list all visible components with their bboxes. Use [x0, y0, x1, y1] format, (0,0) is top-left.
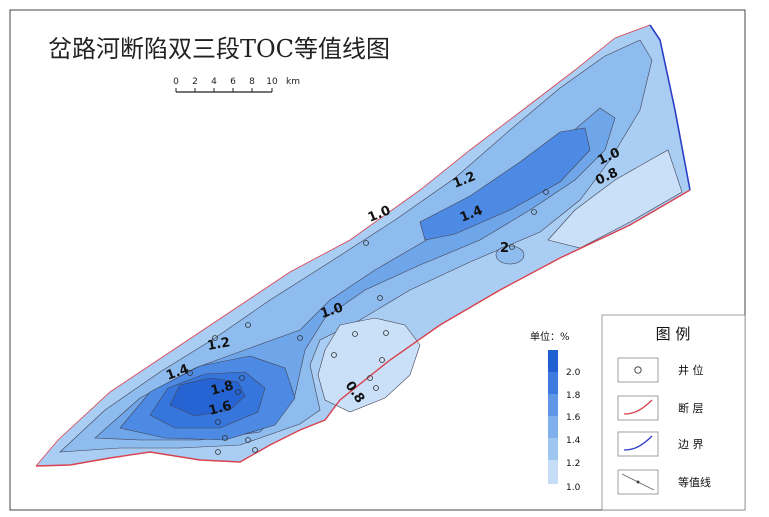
well-marker	[239, 375, 245, 381]
colorbar-swatch	[548, 372, 558, 394]
well-marker	[543, 189, 549, 195]
scale-tick-label: 2	[192, 77, 198, 87]
well-marker	[383, 330, 389, 336]
colorbar-swatch	[548, 394, 558, 416]
colorbar-swatch	[548, 350, 558, 372]
contour-label: 1.6	[207, 398, 233, 418]
colorbar-swatch	[548, 438, 558, 460]
well-marker	[367, 375, 373, 381]
contour-band-1-8	[169, 377, 246, 417]
contour-band-0-8-center	[317, 317, 421, 413]
well-marker	[222, 435, 228, 441]
contour-label: 1.0	[319, 300, 346, 321]
legend-swatch	[617, 395, 659, 421]
contour-label: 1.2	[206, 335, 231, 354]
scale-tick-label: 6	[230, 77, 236, 87]
well-marker	[531, 209, 537, 215]
well-marker	[215, 419, 221, 425]
well-marker	[245, 322, 251, 328]
colorbar-label: 1.4	[566, 436, 581, 446]
well-marker	[252, 447, 258, 453]
scale-tick-label: 0	[173, 77, 179, 87]
legend-label: 井 位	[678, 363, 704, 377]
scale-tick-label: 4	[211, 77, 217, 87]
well-marker	[509, 244, 515, 250]
well-marker	[187, 370, 193, 376]
well-marker	[212, 335, 218, 341]
legend-title: 图 例	[656, 325, 691, 343]
colorbar-label: 1.2	[566, 459, 580, 469]
well-marker	[297, 335, 303, 341]
boundary-line	[649, 24, 691, 191]
well-marker	[379, 357, 385, 363]
contour-band-1-4-east	[419, 127, 591, 241]
contour-label: 2	[500, 241, 509, 256]
well-marker	[331, 352, 337, 358]
colorbar-swatch	[548, 416, 558, 438]
map-title: 岔路河断陷双三段TOC等值线图	[48, 35, 390, 63]
scale-tick-label: 8	[249, 77, 255, 87]
legend: 图 例 井 位 断 层 边 界 等值线	[601, 314, 746, 511]
contour-label: 1.8	[209, 378, 235, 398]
boundary-line-icon	[623, 435, 653, 451]
well-marker	[373, 385, 379, 391]
colorbar-label: 1.0	[566, 483, 581, 493]
contour-dot	[636, 480, 640, 484]
contour-band-1-0	[59, 39, 653, 453]
legend-swatch	[617, 357, 659, 383]
legend-label: 边 界	[678, 438, 704, 451]
scale-unit: km	[286, 77, 300, 87]
colorbar: 单位：% 2.0 1.8 1.6 1.4 1.2 1.0	[530, 330, 581, 493]
colorbar-title: 单位：%	[530, 330, 570, 343]
colorbar-label: 1.8	[566, 391, 581, 401]
fault-line-north	[35, 24, 651, 467]
well-marker	[377, 295, 383, 301]
scale-tick-label: 10	[266, 77, 278, 87]
well-marker	[363, 240, 369, 246]
colorbar-swatch	[548, 460, 558, 484]
legend-label: 等值线	[678, 475, 711, 489]
well-marker	[215, 449, 221, 455]
contour-band-0-8-east	[547, 149, 683, 249]
contour-label: 1.4	[164, 362, 191, 384]
colorbar-label: 1.6	[566, 413, 581, 423]
well-circle-icon	[634, 366, 642, 374]
wells	[187, 189, 549, 455]
fault-line-icon	[623, 399, 653, 415]
well-marker	[245, 437, 251, 443]
legend-label: 断 层	[678, 401, 704, 415]
well-marker	[352, 331, 358, 337]
legend-swatch	[617, 431, 659, 457]
colorbar-label: 2.0	[566, 368, 581, 378]
fault-line	[35, 189, 691, 467]
well-marker	[235, 389, 241, 395]
scale-bar: 0 2 4 6 8 10 km	[173, 77, 300, 93]
